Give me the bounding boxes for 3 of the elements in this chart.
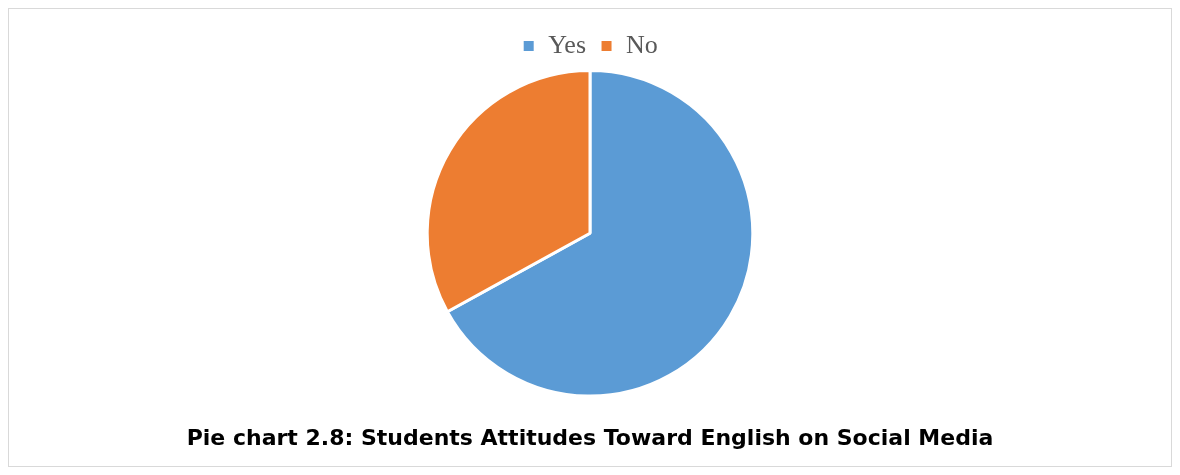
legend-label: No: [626, 29, 658, 59]
legend-label: Yes: [548, 29, 587, 59]
text: Pie chart 2.8: Students Attitudes Toward English on Social Media: [186, 424, 994, 450]
